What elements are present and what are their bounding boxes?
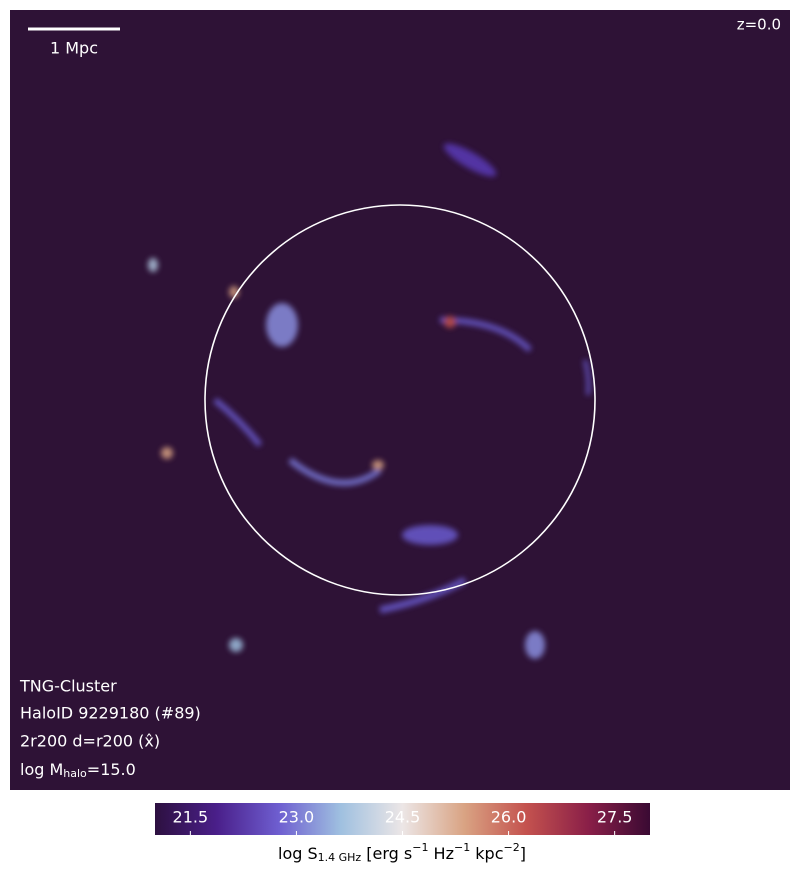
- text-part: 1.4 GHz: [318, 851, 362, 864]
- text-part: kpc: [470, 844, 503, 863]
- info-line: HaloID 9229180 (#89): [20, 704, 201, 723]
- redshift: z=0.0: [737, 16, 781, 34]
- text-part: −1: [412, 841, 428, 854]
- text-part: [erg s: [361, 844, 412, 863]
- text-part: log S: [278, 844, 318, 863]
- info-line: TNG-Cluster: [19, 677, 117, 696]
- colorbar-tick-label: 23.0: [279, 808, 315, 827]
- text-part: log M: [20, 760, 63, 779]
- text-part: halo: [63, 767, 87, 780]
- colorbar-tick-label: 27.5: [597, 808, 633, 827]
- text-part: −2: [504, 841, 520, 854]
- map-background: [10, 10, 790, 790]
- colorbar: 21.5 23.0 24.5 26.0 27.5: [155, 803, 650, 835]
- mass-label: log Mhalo=15.0: [20, 760, 136, 781]
- colorbar-tick-label: 24.5: [385, 808, 421, 827]
- text-part: =15.0: [87, 760, 136, 779]
- r200-circle: [204, 204, 596, 596]
- colorbar-tick-label: 26.0: [491, 808, 527, 827]
- text-part: −1: [454, 841, 470, 854]
- emission: [148, 143, 591, 659]
- text-part: Hz: [428, 844, 454, 863]
- colorbar-gradient: [155, 803, 650, 835]
- text-part: ]: [520, 844, 526, 863]
- scale-bar-label: 1 Mpc: [50, 39, 98, 58]
- info-line: 2r200 d=r200 (x̂): [20, 732, 160, 751]
- colorbar-label: log S1.4 GHz [erg s−1 Hz−1 kpc−2]: [278, 841, 526, 864]
- colorbar-tick-label: 21.5: [173, 808, 209, 827]
